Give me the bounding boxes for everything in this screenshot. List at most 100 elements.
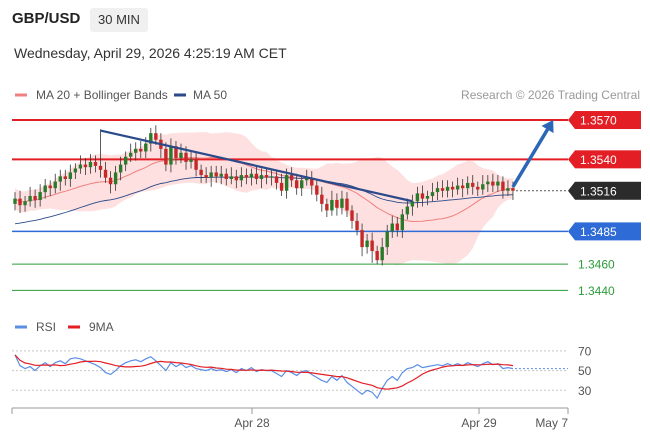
candle-body	[108, 177, 113, 185]
candle-body	[214, 172, 218, 177]
candle-body	[279, 182, 284, 191]
candle-body	[425, 196, 430, 199]
candle-body	[370, 240, 374, 252]
ma20-line	[14, 156, 514, 223]
candle-body	[455, 185, 460, 190]
candle-body	[98, 165, 103, 170]
candle-body	[118, 164, 123, 173]
candle	[239, 167, 244, 187]
candle	[139, 140, 143, 159]
legend-ma20-label: MA 20 + Bollinger Bands	[36, 88, 168, 102]
research-credit: Research © 2026 Trading Central	[461, 88, 640, 102]
candle	[13, 192, 17, 211]
candle	[486, 175, 490, 193]
candle	[229, 167, 233, 185]
candle	[68, 164, 73, 187]
candle	[169, 138, 173, 173]
candle-body	[390, 223, 394, 232]
candle	[310, 171, 314, 195]
candle-body	[420, 193, 425, 199]
candle-body	[491, 181, 495, 186]
candle-body	[53, 181, 57, 189]
candle-body	[18, 198, 22, 206]
candle	[108, 171, 113, 194]
rsi-9ma-line	[14, 354, 514, 390]
candle-body	[73, 168, 78, 173]
candle-body	[139, 148, 143, 152]
x-tick-label: Apr 29	[461, 416, 497, 430]
candle	[471, 175, 475, 195]
candle-body	[134, 148, 138, 153]
candle	[128, 143, 133, 162]
candle	[400, 209, 405, 238]
candle	[209, 165, 213, 187]
level-label-2-box	[575, 222, 641, 241]
candle-body	[128, 152, 133, 157]
candle-body	[440, 188, 445, 191]
candle-body	[234, 176, 239, 181]
projection-arrow-head	[541, 120, 554, 134]
candle	[174, 140, 178, 165]
legend-rsi-label: RSI	[36, 320, 56, 334]
candle	[63, 169, 67, 186]
candle-body	[385, 231, 389, 248]
candle	[53, 173, 57, 194]
candle-body	[350, 210, 354, 221]
candle	[249, 168, 254, 186]
candle-body	[365, 240, 369, 248]
candle	[113, 165, 118, 191]
candle	[78, 155, 83, 174]
candle-body	[320, 194, 324, 204]
projection-arrow-shaft	[511, 128, 550, 188]
candle	[224, 168, 228, 186]
candle	[33, 189, 37, 208]
trend-line	[100, 129, 413, 203]
candle-body	[415, 193, 420, 202]
candle-body	[506, 188, 510, 191]
candle-body	[23, 201, 27, 206]
candle-body	[355, 220, 359, 231]
candle-body	[199, 169, 203, 176]
candle	[289, 167, 294, 187]
candle	[345, 192, 349, 217]
candle-body	[430, 192, 435, 197]
candle	[103, 161, 108, 183]
candle	[380, 237, 384, 266]
candle	[279, 173, 284, 197]
candle-body	[466, 182, 470, 189]
candle	[73, 163, 78, 179]
candle-body	[380, 247, 384, 261]
candle	[370, 232, 374, 263]
candle-body	[481, 184, 485, 190]
candle	[219, 165, 223, 185]
bollinger-band-fill	[15, 132, 513, 266]
candle-body	[103, 169, 108, 178]
rsi-tick-label: 50	[578, 364, 592, 378]
candle-body	[13, 198, 17, 204]
candle	[405, 198, 410, 220]
candle	[410, 194, 415, 216]
candle-body	[335, 199, 339, 208]
candle	[194, 152, 198, 177]
level-label-2-text: 1.3485	[580, 225, 617, 239]
candle	[355, 213, 359, 236]
symbol-title: GBP/USD	[12, 10, 81, 27]
candle-body	[219, 173, 223, 177]
candle-body	[123, 156, 128, 165]
candle-body	[58, 176, 62, 182]
timeframe-badge[interactable]: 30 MIN	[90, 8, 148, 32]
level-label-0-box	[575, 111, 641, 130]
candle	[98, 129, 103, 178]
candle	[325, 198, 329, 217]
candle	[501, 176, 505, 199]
level-label-4: 1.3440	[578, 284, 615, 298]
candle	[38, 184, 42, 207]
candle	[335, 193, 339, 216]
candle-body	[445, 186, 450, 191]
candle	[259, 168, 264, 189]
candle	[466, 176, 470, 195]
candle	[118, 156, 123, 181]
candle	[320, 186, 324, 212]
candle-body	[330, 199, 334, 211]
